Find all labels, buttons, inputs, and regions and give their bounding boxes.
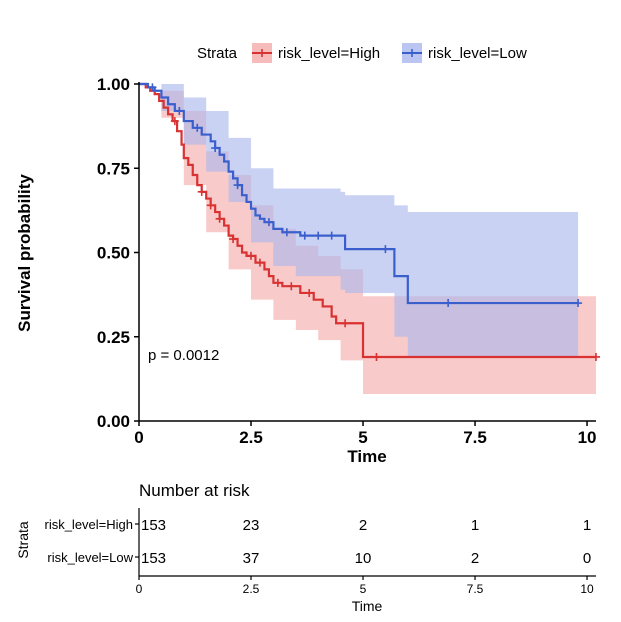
censor-mark-low [282, 228, 291, 237]
y-tick-label: 0.25 [97, 328, 130, 347]
risk-table-title: Number at risk [139, 481, 250, 500]
y-axis-label: Survival probability [15, 174, 34, 332]
risk-count: 0 [583, 550, 591, 567]
x-tick-label: 7.5 [463, 428, 487, 447]
x-tick-label: 0 [134, 428, 143, 447]
survival-curve-low [139, 82, 579, 305]
risk-count: 37 [243, 550, 260, 567]
censor-mark-high [229, 235, 238, 244]
censor-mark-high [197, 187, 206, 196]
y-tick-label: 0.00 [97, 412, 130, 431]
censor-mark-high [273, 278, 282, 287]
censor-mark-low [211, 144, 220, 153]
risk-x-tick-label: 10 [580, 582, 594, 596]
ci-band-low [139, 84, 579, 357]
risk-x-tick-label: 7.5 [467, 582, 484, 596]
censor-mark-high [215, 214, 224, 223]
risk-count: 2 [471, 550, 479, 567]
censor-mark-low [300, 231, 309, 240]
risk-table-strata-label: Strata [15, 521, 31, 559]
censor-mark-high [305, 288, 314, 297]
censor-mark-low [444, 299, 453, 308]
survival-plot: 0.00 0.25 0.50 0.75 1.00 0 2.5 5 7.5 10 p = 0.001… [15, 75, 600, 466]
censor-mark-low [381, 245, 390, 254]
censor-mark-high [255, 258, 264, 267]
x-tick-label: 10 [578, 428, 597, 447]
x-axis-label: Time [347, 447, 386, 466]
censor-mark-low [574, 299, 583, 308]
y-tick-label: 0.50 [97, 244, 130, 263]
risk-count: 10 [355, 550, 372, 567]
risk-x-tick-label: 0 [136, 582, 143, 596]
risk-x-tick-label: 2.5 [243, 582, 260, 596]
x-tick-label: 5 [358, 428, 367, 447]
legend-title: Strata [197, 45, 238, 62]
risk-row-label-high: risk_level=High [44, 517, 133, 532]
censor-mark-high [372, 352, 381, 361]
risk-count: 153 [141, 550, 166, 567]
censor-mark-high [206, 201, 215, 210]
risk-row-label-low: risk_level=Low [47, 550, 133, 565]
censor-mark-high [247, 251, 256, 260]
censor-mark-low [148, 83, 157, 92]
risk-table-x-label: Time [352, 598, 383, 614]
risk-count: 1 [471, 517, 479, 534]
censor-mark-low [175, 106, 184, 115]
legend: Strata risk_level=High risk_level=Low [197, 43, 527, 63]
censor-mark-high [287, 282, 296, 291]
risk-count: 23 [243, 517, 260, 534]
legend-label-high: risk_level=High [278, 45, 380, 62]
censor-mark-low [264, 218, 273, 227]
risk-count: 153 [141, 517, 166, 534]
risk-count: 1 [583, 517, 591, 534]
risk-table: Number at risk Strata risk_level=High 153… [15, 481, 596, 614]
censor-mark-high [592, 352, 600, 361]
censor-mark-low [327, 231, 336, 240]
censor-mark-low [193, 123, 202, 132]
y-tick-label: 0.75 [97, 159, 130, 178]
censor-mark-high [341, 319, 350, 328]
censor-mark-high [170, 117, 179, 126]
y-tick-label: 1.00 [97, 75, 130, 94]
legend-label-low: risk_level=Low [428, 45, 527, 62]
p-value-annotation: p = 0.0012 [148, 347, 219, 364]
risk-count: 2 [359, 517, 367, 534]
censor-mark-low [314, 231, 323, 240]
x-tick-label: 2.5 [239, 428, 263, 447]
risk-x-tick-label: 5 [360, 582, 367, 596]
censor-mark-low [233, 181, 242, 190]
